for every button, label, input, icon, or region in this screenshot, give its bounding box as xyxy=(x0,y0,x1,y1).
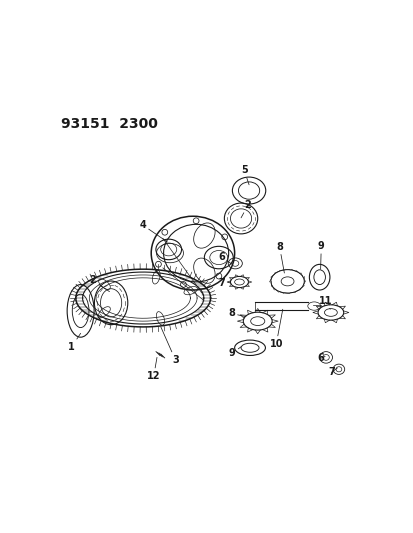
Text: 1: 1 xyxy=(68,333,81,352)
Text: 7: 7 xyxy=(218,278,230,288)
Text: 4: 4 xyxy=(139,220,167,242)
Text: 6: 6 xyxy=(218,252,230,263)
Text: 2: 2 xyxy=(240,200,251,218)
Text: 2: 2 xyxy=(89,276,109,292)
Text: 7: 7 xyxy=(328,367,337,377)
Text: 12: 12 xyxy=(147,358,160,381)
Text: 93151  2300: 93151 2300 xyxy=(61,117,158,131)
Text: 8: 8 xyxy=(275,241,284,273)
Text: 3: 3 xyxy=(161,327,178,365)
Text: 6: 6 xyxy=(316,353,324,364)
Text: 5: 5 xyxy=(240,165,249,185)
Text: 10: 10 xyxy=(269,309,282,349)
Text: 9: 9 xyxy=(317,241,324,269)
Text: 11: 11 xyxy=(318,296,331,309)
Text: 9: 9 xyxy=(228,347,240,358)
Text: 8: 8 xyxy=(228,309,245,318)
